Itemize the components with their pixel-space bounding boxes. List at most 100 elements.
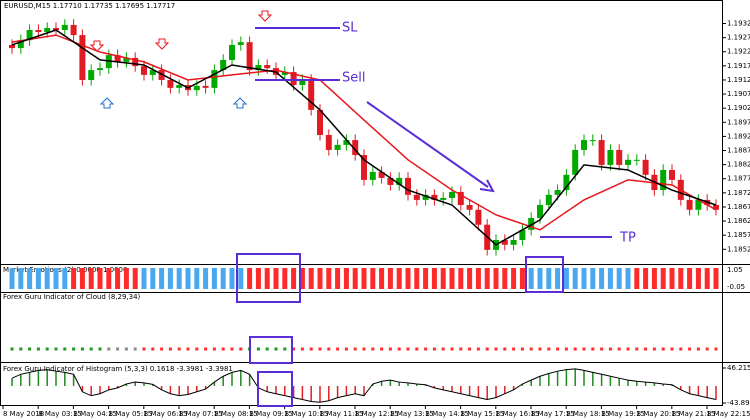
time-label: 8 May 03:15 [38,410,82,418]
cloud-dot [441,347,445,351]
emotion-bar [291,268,297,289]
emotion-bar [678,268,684,289]
emotion-bar [141,268,147,289]
y-tick-label: 1.19275 [727,34,750,42]
y-tick-label: 1.18675 [727,203,750,211]
candle-body [97,68,103,71]
cloud-dot [45,347,49,351]
time-label: 8 May 05:15 [109,410,153,418]
cloud-dot [626,347,630,351]
candle-body [53,28,59,31]
cloud-dot [344,347,348,351]
emotion-bar [132,268,138,289]
cloud-dot [300,347,304,351]
cloud-dot [10,347,14,351]
cloud-dot [556,347,560,351]
cloud-dot [54,347,58,351]
y-tick-label: 1.18725 [727,189,750,197]
cloud-dot [230,347,234,351]
candle-body [317,109,323,135]
emotion-bar [299,268,305,289]
candle-body [264,65,271,69]
cloud-dot [388,347,392,351]
y-tick-label: -43.8917 [727,399,750,407]
candle-body [149,70,156,75]
y-tick-label: 1.18775 [727,175,750,183]
candle-body [158,70,165,80]
candle-body [369,171,376,180]
sell-arrow [154,38,170,50]
emotion-bar [352,268,358,289]
candle-body [61,24,68,31]
y-tick-label: 1.19025 [727,104,750,112]
time-label: 8 May 15:15 [461,410,505,418]
emotion-bar [695,268,701,289]
cloud-dot [160,347,164,351]
cloud-dot [644,347,648,351]
cloud-dot [212,347,216,351]
candle-body [572,149,579,175]
y-tick-label: 1.19325 [727,20,750,28]
candle-body [413,194,420,200]
emotion-bar [247,268,253,289]
y-tick-label: 1.19225 [727,48,750,56]
candle-body [26,30,33,41]
cloud-dot [485,347,489,351]
emotion-bar [335,268,341,289]
emotion-bar [9,268,15,289]
symbol-header: EURUSD,M15 1.17710 1.17735 1.17695 1.177… [4,2,175,10]
candle-body [616,149,623,165]
cloud-dot [204,347,208,351]
y-tick-label: -0.05 [727,283,745,291]
cloud-dot [600,347,604,351]
emotion-bar [599,268,605,289]
cloud-dot [177,347,181,351]
emotion-bar [167,268,173,289]
candle-body [449,192,455,198]
highlight-box [257,371,293,407]
emotion-bar [229,268,235,289]
candle-body [669,169,675,180]
cloud-dot [80,347,84,351]
emotion-bar [317,268,323,289]
cloud-dot [327,347,331,351]
candle-body [132,57,139,67]
candle-body [114,55,121,62]
y-tick-label: 1.19125 [727,76,750,84]
cloud-dot [221,347,225,351]
cloud-dot [380,347,384,351]
candle-body [581,140,587,150]
time-label: 8 May 2018 [3,410,44,418]
cloud-dot [186,347,190,351]
cloud-dot [336,347,340,351]
cloud-dot [608,347,612,351]
emotion-bar [528,268,534,289]
cloud-dot [512,347,516,351]
y-tick-label: 1.05 [727,266,743,274]
emotion-bar [537,268,543,289]
time-label: 8 May 13:15 [390,410,434,418]
candle-body [141,66,147,75]
cloud-dot [582,347,586,351]
cloud-dot [283,347,287,351]
candle-body [537,204,543,218]
cloud-dot [28,347,32,351]
emotion-bar [343,268,349,289]
emotion-bar [519,268,525,289]
emotion-bar [625,268,631,289]
candle-body [405,177,411,195]
cloud-dot [661,347,665,351]
cloud-dot [415,347,419,351]
cloud-dot [98,347,102,351]
candle-body [255,65,262,71]
emotion-bar [18,268,24,289]
candle-body [510,239,517,245]
emotion-bar [211,268,217,289]
y-tick-label: 1.18825 [727,161,750,169]
candle-body [466,204,473,210]
candle-body [79,35,86,80]
emotion-bar [62,268,68,289]
cloud-dot [107,347,111,351]
